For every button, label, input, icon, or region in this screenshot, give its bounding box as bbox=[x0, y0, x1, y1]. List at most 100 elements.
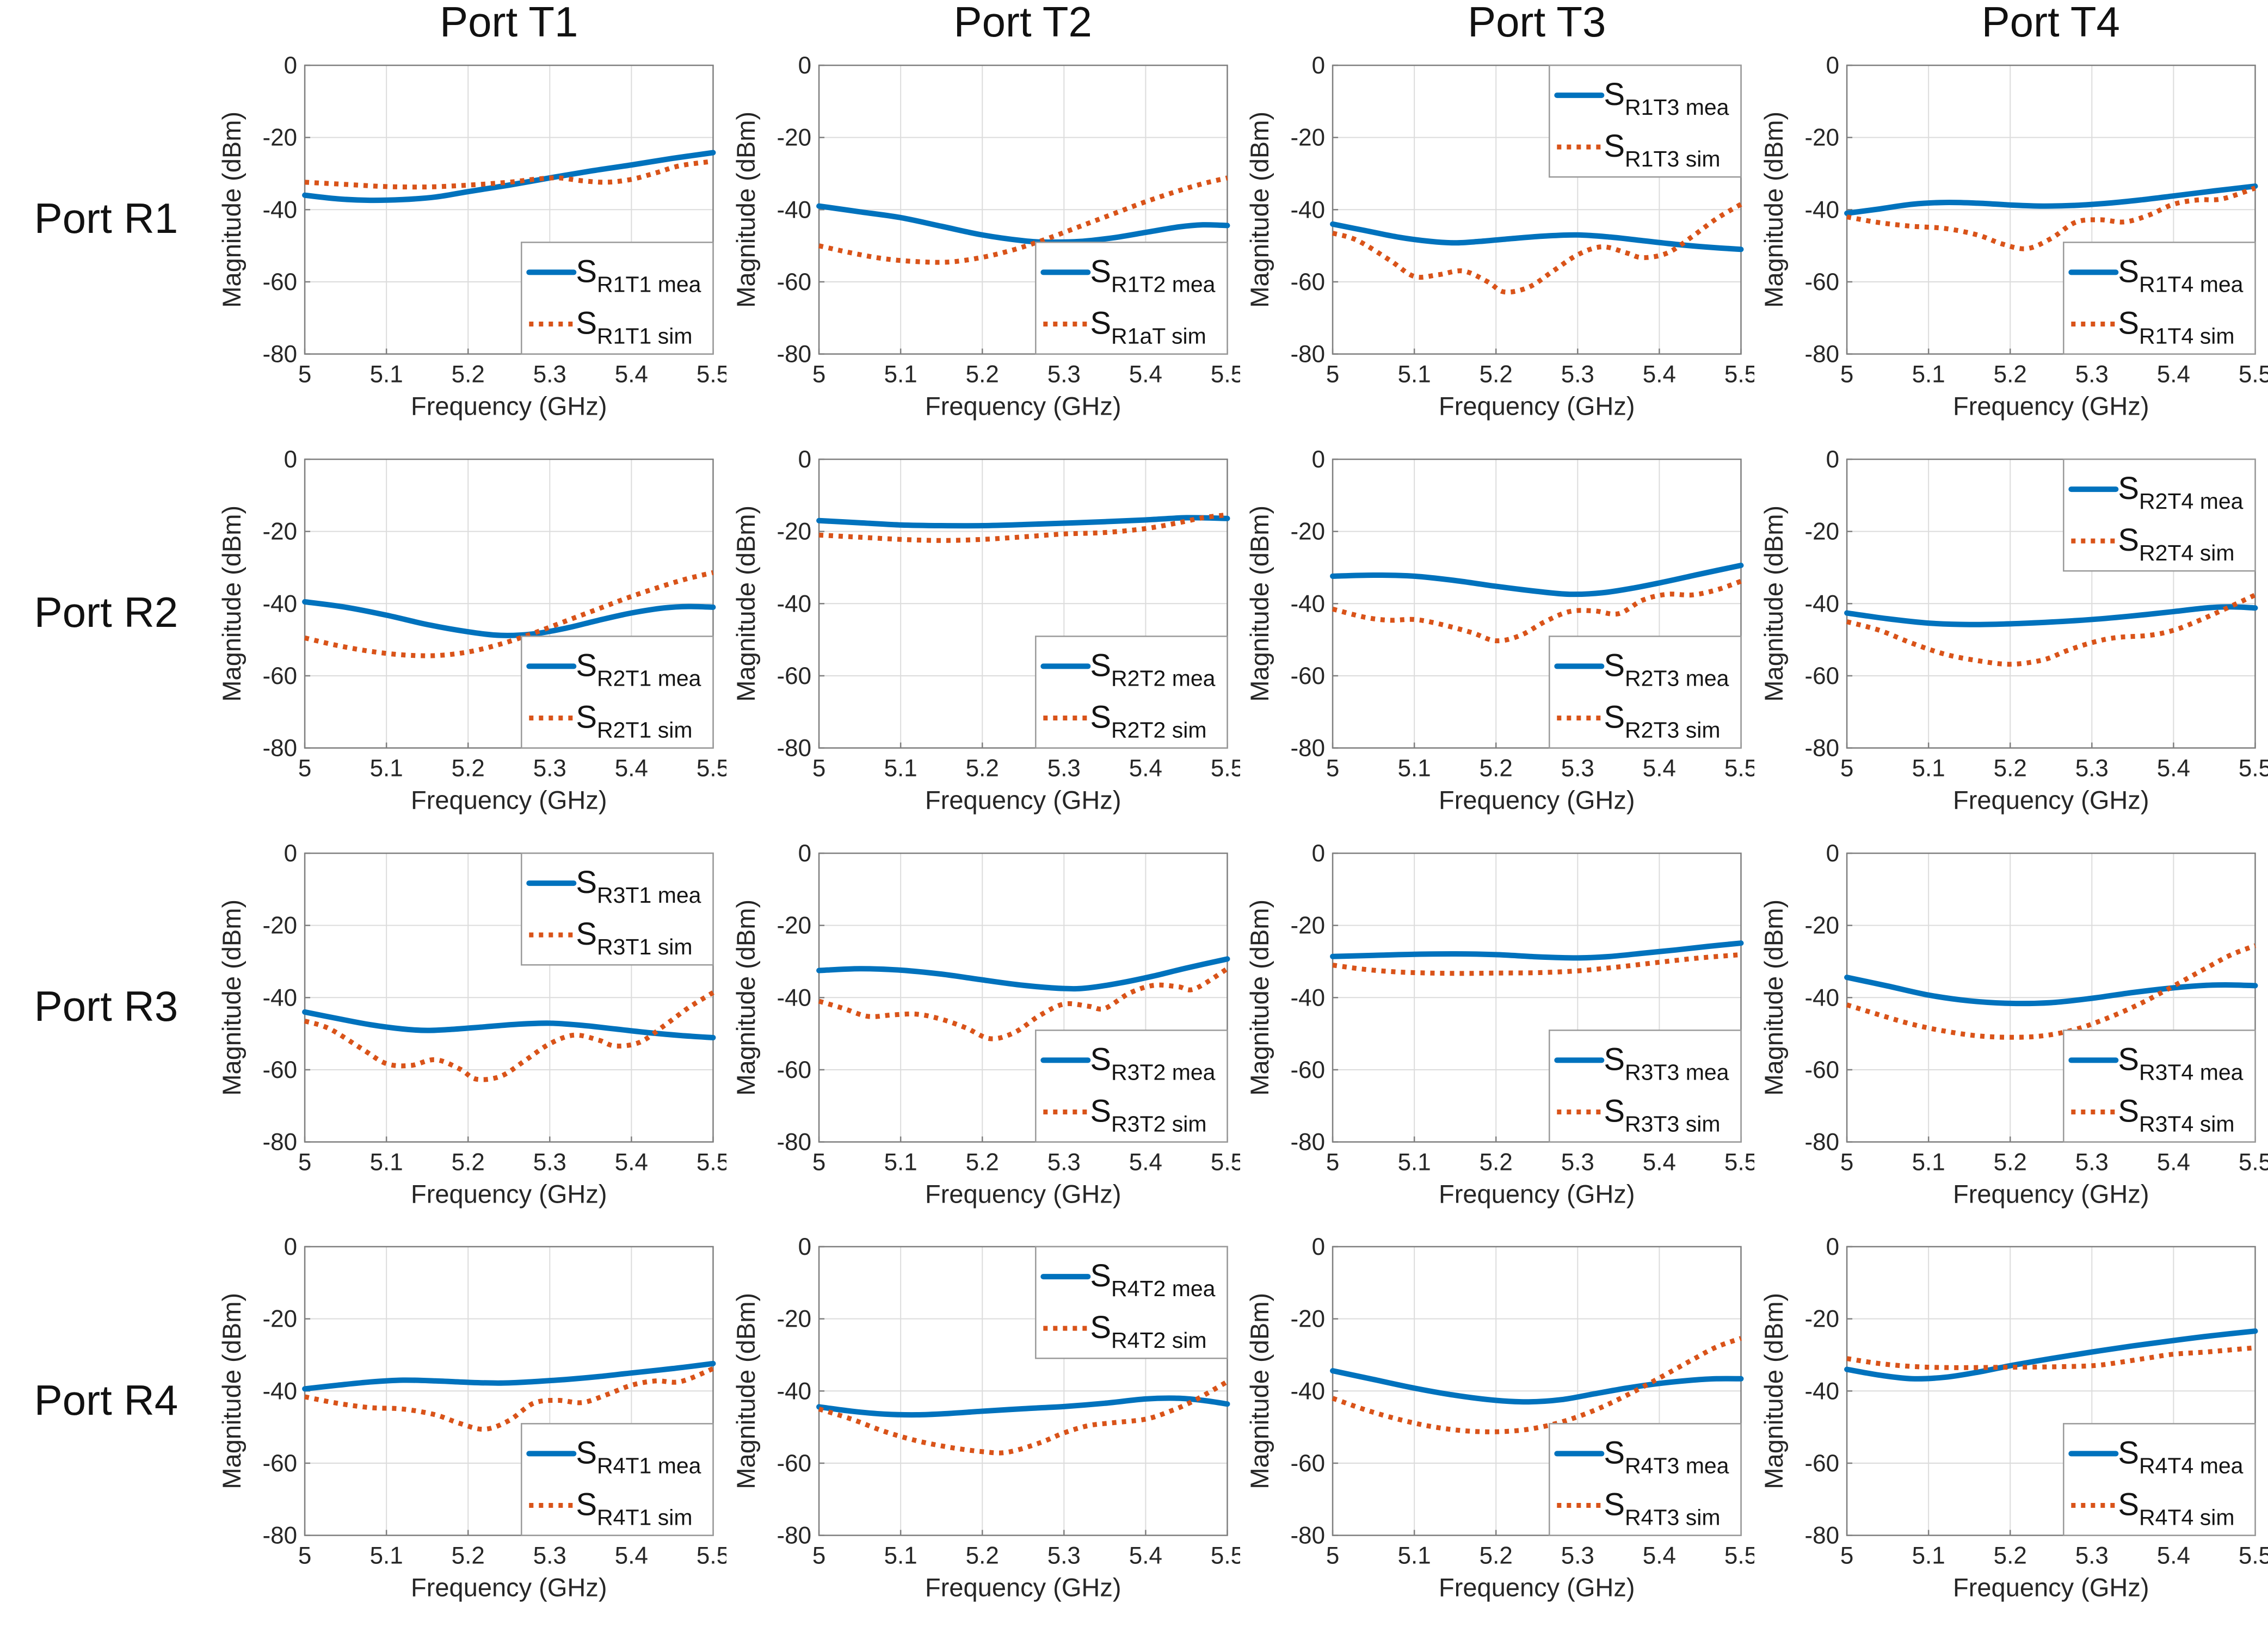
svg-text:5.2: 5.2 bbox=[452, 755, 485, 781]
svg-text:-20: -20 bbox=[262, 912, 297, 939]
row-label-r1: Port R1 bbox=[0, 52, 212, 446]
svg-text:5.5: 5.5 bbox=[2238, 1543, 2268, 1569]
tick-labels: 5 5.1 5.2 5.3 5.4 5.5 0 -20 -40 -60 -80 bbox=[776, 52, 1240, 388]
svg-text:5.3: 5.3 bbox=[2075, 1149, 2108, 1175]
legend-entry-label: SR1T2 mea bbox=[1090, 254, 1215, 297]
legend-entry-label: SR3T2 mea bbox=[1090, 1041, 1215, 1084]
svg-text:-60: -60 bbox=[1804, 663, 1839, 689]
svg-text:5.1: 5.1 bbox=[370, 361, 403, 388]
svg-text:-20: -20 bbox=[262, 518, 297, 545]
svg-text:5.4: 5.4 bbox=[1129, 1543, 1162, 1569]
svg-text:0: 0 bbox=[1312, 446, 1325, 473]
svg-text:0: 0 bbox=[1826, 1234, 1839, 1260]
svg-text:5.2: 5.2 bbox=[452, 361, 485, 388]
legend-entry-label: SR4T2 mea bbox=[1090, 1258, 1215, 1301]
svg-text:-80: -80 bbox=[1804, 1129, 1839, 1155]
chart-R3T3: 5 5.1 5.2 5.3 5.4 5.5 0 -20 -40 -60 -80 Frequency (… bbox=[1245, 840, 1754, 1209]
tick-labels: 5 5.1 5.2 5.3 5.4 5.5 0 -20 -40 -60 -80 bbox=[1804, 52, 2268, 388]
legend-entry-label: SR2T4 sim bbox=[2118, 522, 2234, 565]
svg-text:5: 5 bbox=[812, 1149, 825, 1175]
svg-text:-60: -60 bbox=[262, 1450, 297, 1477]
svg-text:5.2: 5.2 bbox=[1993, 755, 2026, 781]
svg-text:-40: -40 bbox=[776, 590, 811, 617]
svg-text:5.2: 5.2 bbox=[965, 1149, 999, 1175]
svg-text:5: 5 bbox=[1326, 1149, 1339, 1175]
chart-R1T3: 5 5.1 5.2 5.3 5.4 5.5 0 -20 -40 -60 -80 Frequency (… bbox=[1245, 52, 1754, 421]
x-axis-label: Frequency (GHz) bbox=[925, 1179, 1121, 1208]
chart-R2T2: 5 5.1 5.2 5.3 5.4 5.5 0 -20 -40 -60 -80 Frequency (… bbox=[731, 446, 1240, 815]
chart-R1T2: 5 5.1 5.2 5.3 5.4 5.5 0 -20 -40 -60 -80 Frequency (… bbox=[731, 52, 1240, 421]
curve-R4T3-simulated bbox=[1332, 1336, 1742, 1435]
tick-labels: 5 5.1 5.2 5.3 5.4 5.5 0 -20 -40 -60 -80 bbox=[262, 1234, 726, 1569]
svg-text:5.1: 5.1 bbox=[1398, 755, 1431, 781]
x-axis-label: Frequency (GHz) bbox=[411, 392, 607, 421]
curve-R3T2-simulated bbox=[818, 966, 1229, 1041]
curve-R3T4-simulated bbox=[1846, 943, 2256, 1040]
y-axis-label: Magnitude (dBm) bbox=[1245, 1293, 1274, 1489]
chart-R2T3: 5 5.1 5.2 5.3 5.4 5.5 0 -20 -40 -60 -80 Frequency (… bbox=[1245, 446, 1754, 815]
svg-text:-60: -60 bbox=[1290, 1056, 1325, 1083]
x-axis-label: Frequency (GHz) bbox=[411, 1179, 607, 1208]
svg-text:5.5: 5.5 bbox=[697, 1543, 726, 1569]
svg-text:-80: -80 bbox=[1804, 735, 1839, 761]
svg-text:-40: -40 bbox=[262, 196, 297, 223]
x-axis-label: Frequency (GHz) bbox=[1439, 1179, 1635, 1208]
tick-labels: 5 5.1 5.2 5.3 5.4 5.5 0 -20 -40 -60 -80 bbox=[776, 840, 1240, 1176]
row-label-r4-text: Port R4 bbox=[34, 1376, 178, 1424]
legend-entry-label: SR3T4 sim bbox=[2118, 1093, 2234, 1136]
svg-text:5.1: 5.1 bbox=[1398, 1543, 1431, 1569]
svg-text:-40: -40 bbox=[1290, 1378, 1325, 1405]
column-title-t3-text: Port T3 bbox=[1468, 0, 1606, 46]
svg-text:-60: -60 bbox=[1804, 1056, 1839, 1083]
svg-text:-40: -40 bbox=[262, 984, 297, 1011]
row-label-r3-text: Port R3 bbox=[34, 982, 178, 1030]
svg-text:0: 0 bbox=[284, 52, 297, 79]
legend-R2T4: SR2T4 mea SR2T4 sim bbox=[2062, 458, 2256, 572]
svg-text:0: 0 bbox=[1312, 1234, 1325, 1260]
tick-labels: 5 5.1 5.2 5.3 5.4 5.5 0 -20 -40 -60 -80 bbox=[1804, 446, 2268, 782]
svg-text:5.2: 5.2 bbox=[965, 361, 999, 388]
svg-text:5.2: 5.2 bbox=[965, 1543, 999, 1569]
svg-text:5.2: 5.2 bbox=[452, 1543, 485, 1569]
legend-entry-label: SR4T1 sim bbox=[576, 1487, 692, 1530]
chart-R4T1: 5 5.1 5.2 5.3 5.4 5.5 0 -20 -40 -60 -80 Frequency (… bbox=[217, 1234, 726, 1602]
svg-text:5.2: 5.2 bbox=[1480, 1149, 1513, 1175]
x-axis-label: Frequency (GHz) bbox=[1953, 1179, 2149, 1208]
row-label-r2-text: Port R2 bbox=[34, 588, 178, 637]
grid-corner-spacer bbox=[0, 0, 212, 52]
svg-text:-20: -20 bbox=[776, 1306, 811, 1333]
tick-labels: 5 5.1 5.2 5.3 5.4 5.5 0 -20 -40 -60 -80 bbox=[1290, 1234, 1754, 1569]
svg-text:5.2: 5.2 bbox=[1480, 755, 1513, 781]
axes-box bbox=[304, 852, 714, 1143]
svg-text:0: 0 bbox=[798, 1234, 811, 1260]
x-axis-label: Frequency (GHz) bbox=[411, 785, 607, 814]
chart-R3T4: 5 5.1 5.2 5.3 5.4 5.5 0 -20 -40 -60 -80 Frequency (… bbox=[1759, 840, 2268, 1209]
svg-text:-80: -80 bbox=[1290, 735, 1325, 761]
svg-text:5.4: 5.4 bbox=[615, 361, 648, 388]
subplot-R2T3: 5 5.1 5.2 5.3 5.4 5.5 0 -20 -40 -60 -80 Frequency (… bbox=[1240, 446, 1754, 840]
subplot-R2T2: 5 5.1 5.2 5.3 5.4 5.5 0 -20 -40 -60 -80 Frequency (… bbox=[726, 446, 1240, 840]
legend-R2T3: SR2T3 mea SR2T3 sim bbox=[1549, 635, 1742, 749]
svg-text:-20: -20 bbox=[1290, 1306, 1325, 1333]
legend-entry-label: SR1aT sim bbox=[1090, 306, 1206, 349]
svg-text:-60: -60 bbox=[776, 1056, 811, 1083]
svg-text:5.1: 5.1 bbox=[884, 1543, 917, 1569]
svg-text:5.5: 5.5 bbox=[2238, 1149, 2268, 1175]
curve-R3T2-measured bbox=[816, 956, 1230, 991]
svg-text:5: 5 bbox=[1840, 755, 1853, 781]
svg-text:5.2: 5.2 bbox=[1993, 361, 2026, 388]
svg-text:-20: -20 bbox=[776, 912, 811, 939]
svg-text:5.4: 5.4 bbox=[1643, 755, 1676, 781]
svg-text:5.1: 5.1 bbox=[370, 1149, 403, 1175]
legend-entry-label: SR3T4 mea bbox=[2118, 1041, 2243, 1084]
svg-text:-20: -20 bbox=[776, 518, 811, 545]
svg-text:0: 0 bbox=[798, 446, 811, 473]
svg-text:-20: -20 bbox=[1804, 125, 1839, 151]
svg-text:5.5: 5.5 bbox=[1210, 361, 1240, 388]
x-axis-label: Frequency (GHz) bbox=[1439, 785, 1635, 814]
y-axis-label: Magnitude (dBm) bbox=[1245, 899, 1274, 1095]
legend-entry-label: SR1T4 mea bbox=[2118, 254, 2243, 297]
axes-box bbox=[818, 1246, 1228, 1537]
svg-text:5.3: 5.3 bbox=[1561, 755, 1594, 781]
legend-entry-label: SR2T3 sim bbox=[1604, 699, 1720, 742]
